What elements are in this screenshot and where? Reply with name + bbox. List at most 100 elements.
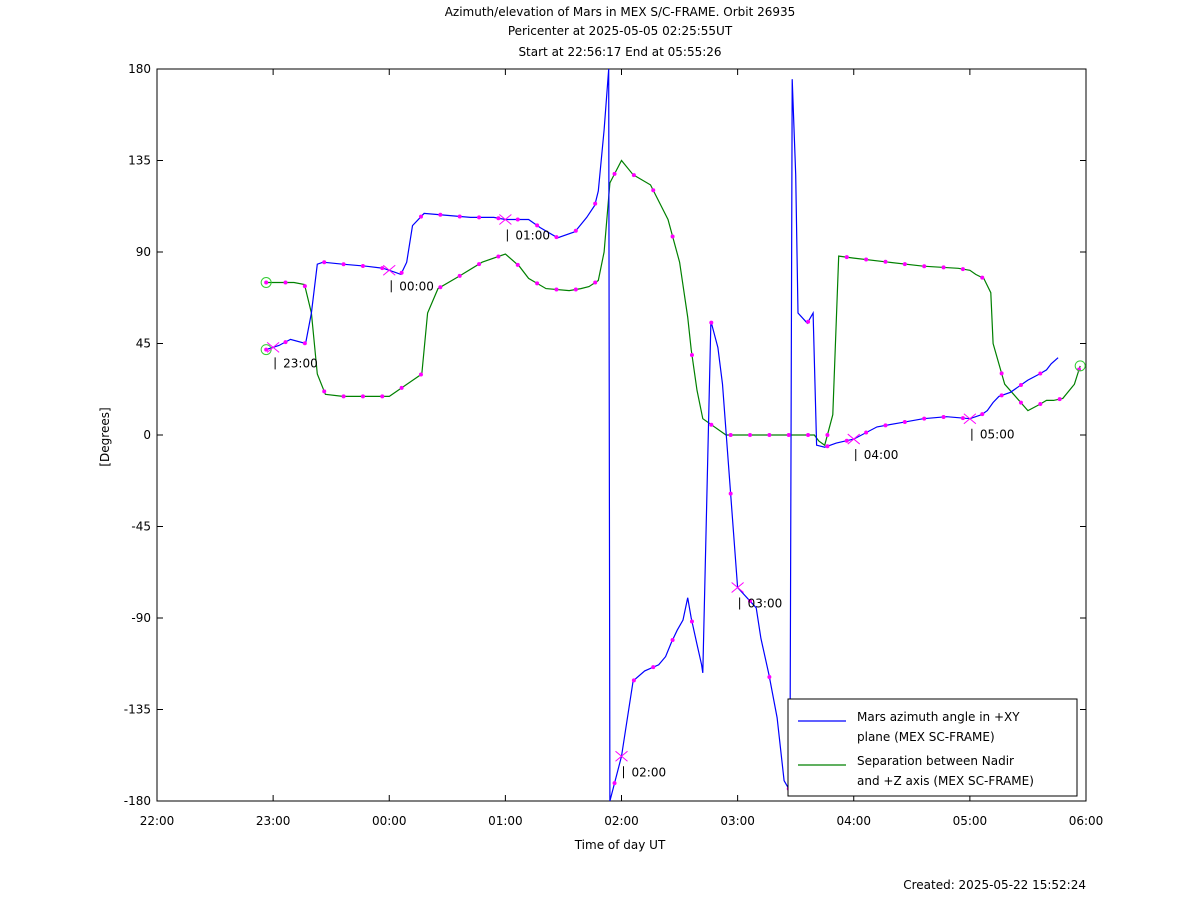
hour-label: 02:00 bbox=[632, 765, 667, 779]
azimuth-marker bbox=[360, 263, 365, 268]
separation-marker bbox=[380, 394, 385, 399]
hour-cross bbox=[382, 264, 396, 276]
separation-marker bbox=[477, 262, 482, 267]
hour-label: 23:00 bbox=[283, 356, 318, 370]
x-tick-label: 05:00 bbox=[953, 814, 988, 828]
title-line-2: Pericenter at 2025-05-05 02:25:55UT bbox=[508, 24, 733, 38]
azimuth-marker bbox=[322, 260, 327, 265]
azimuth-marker bbox=[960, 416, 965, 421]
separation-marker bbox=[302, 284, 307, 289]
azimuth-marker bbox=[457, 214, 462, 219]
azimuth-marker bbox=[380, 266, 385, 271]
separation-marker bbox=[631, 173, 636, 178]
x-tick-label: 06:00 bbox=[1069, 814, 1104, 828]
hour-cross bbox=[847, 433, 861, 445]
separation-marker bbox=[767, 433, 772, 437]
azimuth-marker bbox=[573, 228, 578, 233]
y-tick-label: 90 bbox=[136, 245, 151, 259]
azimuth-marker bbox=[806, 319, 811, 324]
hour-label: 05:00 bbox=[980, 428, 1015, 442]
chart-title: Azimuth/elevation of Mars in MEX S/C-FRA… bbox=[445, 5, 796, 59]
azimuth-marker bbox=[844, 438, 849, 443]
separation-marker bbox=[515, 262, 520, 267]
legend-label: Mars azimuth angle in +XY bbox=[857, 710, 1020, 724]
azimuth-marker bbox=[709, 320, 714, 325]
y-tick-label: 0 bbox=[143, 428, 151, 442]
separation-marker bbox=[612, 171, 617, 176]
azimuth-marker bbox=[864, 430, 869, 435]
azimuth-marker bbox=[535, 223, 540, 228]
separation-marker bbox=[922, 264, 927, 269]
separation-marker bbox=[573, 287, 578, 292]
azimuth-marker bbox=[399, 270, 404, 275]
hour-cross bbox=[963, 413, 977, 425]
legend: Mars azimuth angle in +XY plane (MEX SC-F… bbox=[787, 698, 1078, 797]
hour-label: 00:00 bbox=[399, 279, 434, 293]
hour-cross bbox=[266, 341, 280, 353]
azimuth-marker bbox=[283, 340, 288, 345]
separation-marker bbox=[554, 287, 559, 292]
azimuth-marker bbox=[302, 341, 307, 346]
y-tick-label: -45 bbox=[131, 520, 151, 534]
plot-area bbox=[266, 69, 1081, 801]
time-annotations: 23:00 00:00 01:00 02:00 03:00 04:00 05:00 bbox=[266, 214, 1015, 779]
x-tick-label: 04:00 bbox=[836, 814, 871, 828]
separation-marker bbox=[670, 234, 675, 239]
created-timestamp: Created: 2025-05-22 15:52:24 bbox=[903, 878, 1086, 892]
separation-marker bbox=[457, 273, 462, 278]
y-axis-label: [Degrees] bbox=[98, 407, 112, 466]
series-line-azimuth bbox=[266, 69, 1059, 801]
azimuth-marker bbox=[922, 416, 927, 421]
separation-marker bbox=[438, 285, 443, 290]
y-tick-label: -180 bbox=[124, 794, 151, 808]
separation-marker bbox=[689, 353, 694, 358]
legend-label: and +Z axis (MEX SC-FRAME) bbox=[857, 774, 1034, 788]
azimuth-marker bbox=[902, 419, 907, 424]
endpoint-marker bbox=[260, 277, 272, 288]
separation-marker bbox=[806, 433, 811, 437]
separation-marker bbox=[1018, 400, 1023, 405]
legend-box bbox=[787, 698, 1078, 797]
azimuth-marker bbox=[554, 235, 559, 240]
x-tick-label: 01:00 bbox=[488, 814, 523, 828]
x-tick-label: 02:00 bbox=[604, 814, 639, 828]
hour-label: 04:00 bbox=[864, 448, 899, 462]
separation-marker bbox=[341, 394, 346, 399]
azimuth-marker bbox=[670, 637, 675, 642]
x-tick-label: 03:00 bbox=[720, 814, 755, 828]
hour-cross bbox=[499, 214, 512, 225]
separation-marker bbox=[1038, 402, 1043, 407]
hour-label: 03:00 bbox=[748, 597, 783, 611]
azimuth-marker bbox=[883, 423, 888, 428]
separation-marker bbox=[360, 394, 365, 399]
azimuth-marker bbox=[593, 201, 598, 206]
x-tick-label: 23:00 bbox=[256, 814, 291, 828]
x-tick-label: 22:00 bbox=[140, 814, 175, 828]
hour-cross bbox=[731, 582, 744, 593]
hour-cross bbox=[615, 750, 628, 762]
separation-marker bbox=[864, 257, 869, 262]
series-line-separation bbox=[266, 159, 1081, 447]
chart-marks bbox=[260, 171, 1086, 791]
separation-marker bbox=[399, 385, 404, 390]
separation-marker bbox=[980, 275, 985, 280]
plot-frame bbox=[156, 68, 1087, 802]
azimuth-marker bbox=[496, 216, 501, 221]
title-line-3: Start at 22:56:17 End at 05:55:26 bbox=[518, 45, 721, 59]
legend-label: Separation between Nadir bbox=[857, 754, 1014, 768]
azimuth-marker bbox=[1038, 371, 1043, 376]
y-tick-label: 180 bbox=[128, 62, 151, 76]
x-axis-label: Time of day UT bbox=[574, 838, 666, 852]
azimuth-marker bbox=[631, 678, 636, 683]
separation-marker bbox=[283, 280, 288, 285]
azimuth-marker bbox=[612, 781, 617, 786]
y-tick-label: -90 bbox=[131, 611, 151, 625]
separation-marker bbox=[535, 281, 540, 286]
separation-marker bbox=[496, 254, 501, 259]
azimuth-marker bbox=[941, 414, 946, 419]
x-tick-label: 00:00 bbox=[372, 814, 407, 828]
endpoint-marker bbox=[1074, 360, 1086, 372]
azimuth-marker bbox=[980, 412, 985, 417]
azimuth-marker bbox=[767, 674, 772, 679]
